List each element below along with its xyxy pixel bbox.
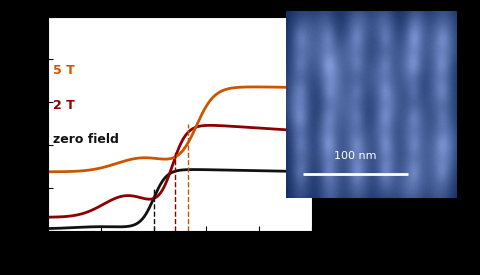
Text: 100 nm: 100 nm <box>334 151 377 161</box>
X-axis label: temperature (°C): temperature (°C) <box>126 251 234 265</box>
Text: zero field: zero field <box>53 133 119 146</box>
Text: 2 T: 2 T <box>53 99 75 112</box>
Y-axis label: heat flow: heat flow <box>11 95 24 153</box>
Text: 5 T: 5 T <box>53 64 75 78</box>
